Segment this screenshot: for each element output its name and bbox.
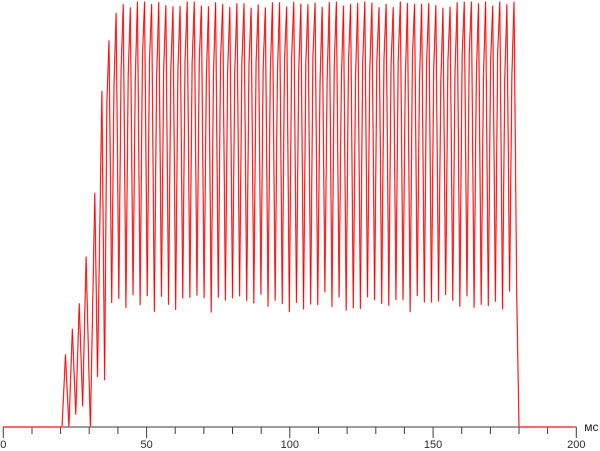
svg-text:0: 0 bbox=[0, 439, 6, 451]
svg-text:100: 100 bbox=[281, 439, 299, 451]
svg-text:150: 150 bbox=[424, 439, 442, 451]
svg-text:мс: мс bbox=[584, 420, 598, 434]
svg-text:50: 50 bbox=[140, 439, 152, 451]
svg-text:200: 200 bbox=[567, 439, 585, 451]
